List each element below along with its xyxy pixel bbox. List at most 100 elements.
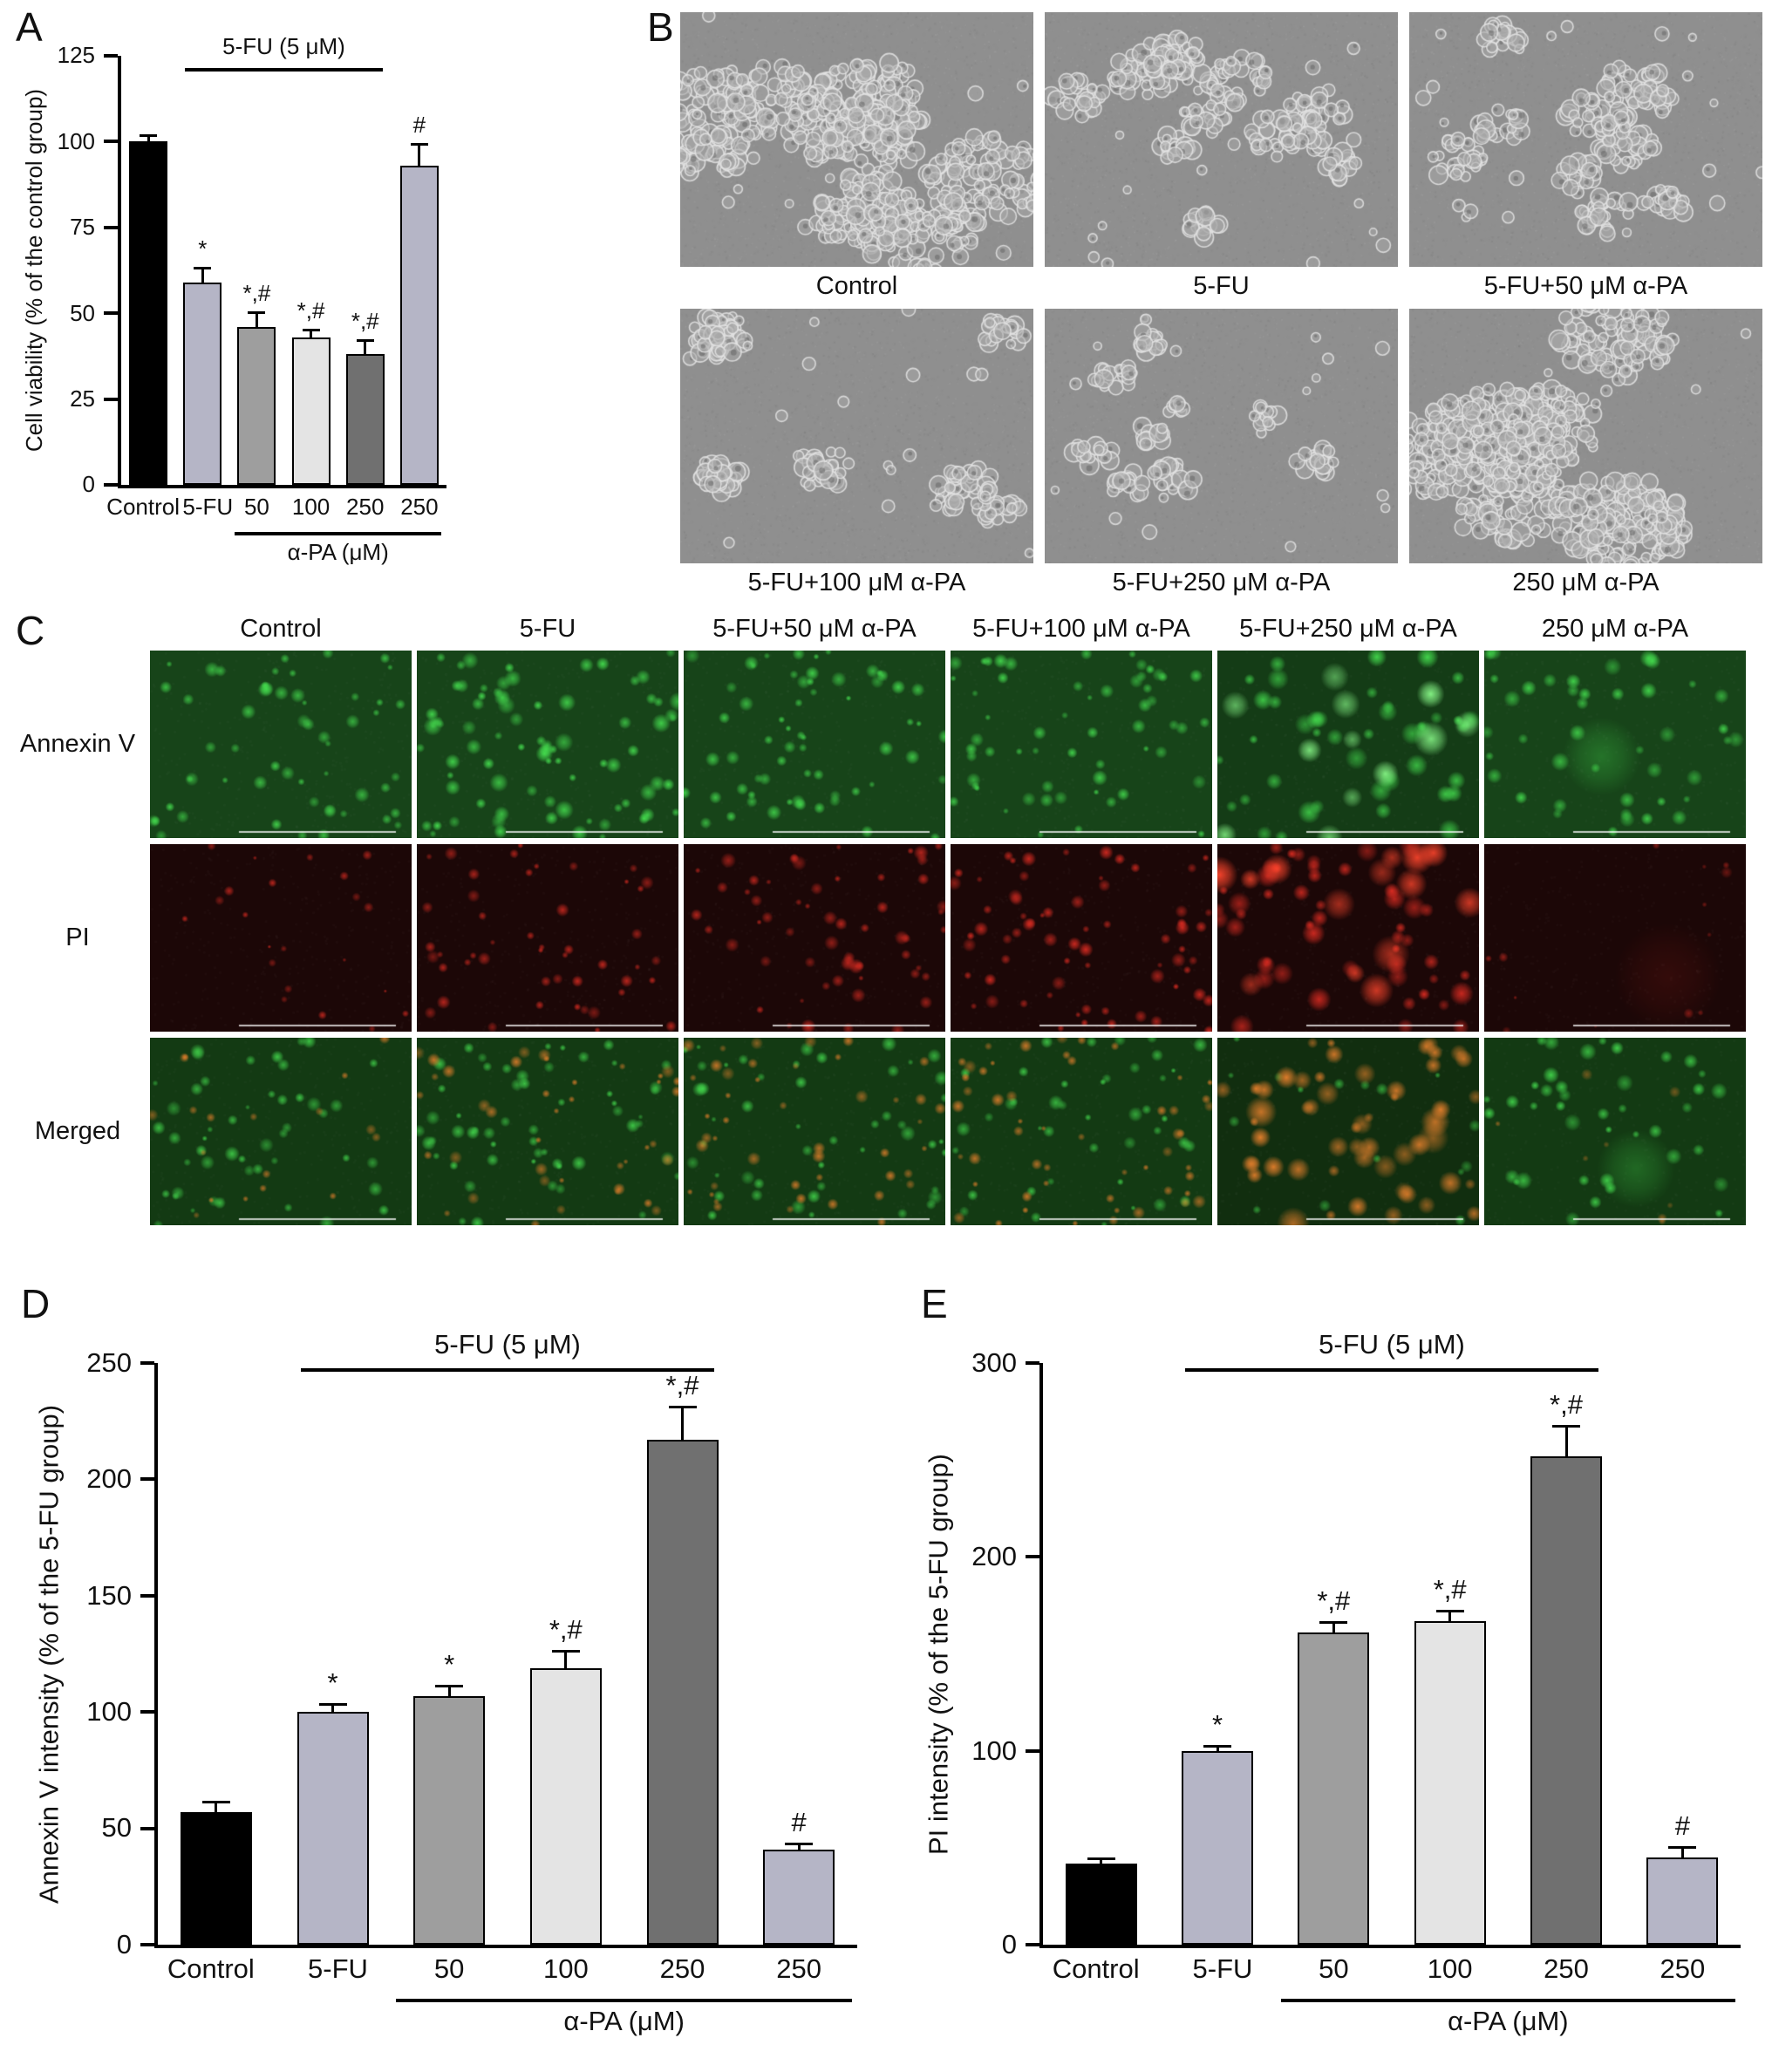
column-label: 5-FU+100 μM α-PA [972, 615, 1190, 643]
bar [763, 1849, 835, 1945]
error-bar [418, 145, 421, 166]
y-axis-tick [140, 1710, 154, 1714]
error-bar-cap [356, 338, 374, 342]
y-axis-tick [104, 397, 118, 401]
column-label: 5-FU+250 μM α-PA [1239, 615, 1457, 643]
treatment-bracket-line [300, 1368, 715, 1372]
phase-contrast-image [1409, 12, 1762, 267]
error-bar [201, 269, 204, 283]
category-label: 250 [659, 1953, 705, 1984]
panel-e-letter: E [921, 1281, 948, 1326]
fluorescence-image [1217, 843, 1479, 1032]
dose-group-label: α-PA (μM) [287, 539, 389, 565]
y-tick-label: 0 [1001, 1928, 1017, 1960]
error-bar [1564, 1427, 1568, 1456]
bar [291, 337, 331, 485]
image-label: Control [815, 272, 898, 300]
significance-marker: * [1211, 1709, 1223, 1741]
error-bar-cap [194, 267, 212, 270]
error-bar-cap [551, 1649, 580, 1653]
y-tick-label: 200 [86, 1463, 132, 1495]
bar [1646, 1857, 1719, 1945]
fluorescence-row: PI [10, 843, 1763, 1032]
error-bar [331, 1705, 334, 1713]
category-label: 250 [346, 494, 385, 520]
panel-a-letter: A [16, 4, 43, 50]
y-tick-label: 75 [70, 214, 95, 241]
panel-b-letter: B [647, 4, 674, 50]
y-tick-label: 50 [101, 1812, 132, 1844]
error-bar-cap [410, 143, 428, 147]
significance-marker: *,# [1550, 1389, 1583, 1421]
error-bar-cap [1087, 1857, 1115, 1861]
y-axis-tick [140, 1361, 154, 1365]
treatment-bracket-label: 5-FU (5 μM) [1319, 1329, 1465, 1360]
phase-contrast-image [1045, 309, 1398, 564]
y-tick-label: 100 [57, 127, 95, 154]
phase-contrast-figure: Control [680, 12, 1033, 302]
y-axis-label: Annexin V intensity (% of the 5-FU group… [33, 1404, 65, 1904]
y-axis-tick [104, 483, 118, 487]
bar [296, 1712, 369, 1945]
significance-marker: *,# [549, 1613, 583, 1645]
y-axis-tick [104, 311, 118, 316]
bar [1414, 1620, 1486, 1945]
column-label: 5-FU+50 μM α-PA [712, 615, 917, 643]
error-bar [1680, 1847, 1684, 1857]
category-label: 250 [1660, 1953, 1706, 1984]
error-bar [1332, 1622, 1335, 1633]
annexin-v-intensity-chart: 0 50 100 150 200 250 Control * 5-FU * 50 *,# 100 *,# 2… [19, 1280, 878, 2067]
error-bar-cap [1552, 1425, 1580, 1428]
fluorescence-image [1484, 1037, 1746, 1225]
bar [237, 326, 276, 485]
category-label: Control [106, 494, 180, 520]
fluorescence-image [684, 1037, 945, 1225]
fluorescence-image [150, 843, 412, 1032]
image-label: 5-FU+50 μM α-PA [1483, 272, 1688, 300]
y-tick-label: 0 [116, 1928, 132, 1960]
fluorescence-image [684, 650, 945, 838]
bar [413, 1695, 486, 1945]
y-axis-label: PI intensity (% of the 5-FU group) [923, 1453, 954, 1855]
phase-contrast-grid: Control 5-FU 5-FU+50 μM α-PA 5-FU+100 μM α-… [680, 12, 1765, 599]
image-label: 250 μM α-PA [1512, 569, 1660, 597]
error-bar [447, 1686, 451, 1696]
image-label: 5-FU+250 μM α-PA [1112, 569, 1331, 597]
fluorescence-image [417, 843, 678, 1032]
fluorescence-image [417, 1037, 678, 1225]
bar [1182, 1750, 1253, 1945]
error-bar-cap [1319, 1620, 1348, 1624]
phase-contrast-panel: Control 5-FU 5-FU+50 μM α-PA 5-FU+100 μM α-… [680, 12, 1765, 599]
significance-marker: * [327, 1667, 338, 1699]
category-label: 50 [243, 494, 269, 520]
fluorescence-image [1217, 650, 1479, 838]
fluorescence-image [150, 1037, 412, 1225]
y-axis-tick [1026, 1943, 1039, 1946]
error-bar-cap [1668, 1845, 1697, 1849]
bar [1530, 1455, 1602, 1945]
fluorescence-image [951, 843, 1212, 1032]
significance-marker: *,# [665, 1369, 699, 1401]
image-label: 5-FU+100 μM α-PA [747, 569, 966, 597]
phase-contrast-image [680, 309, 1033, 564]
y-axis-tick [1026, 1555, 1039, 1559]
fluorescence-header-row: Control 5-FU 5-FU+50 μM α-PA 5-FU+100 μM α-… [150, 614, 1763, 644]
column-label: 5-FU [519, 615, 576, 643]
fluorescence-panel: Control 5-FU 5-FU+50 μM α-PA 5-FU+100 μM α-… [10, 614, 1763, 1225]
dose-group-line [1280, 1999, 1735, 2002]
phase-contrast-image [680, 12, 1033, 267]
y-axis-tick [140, 1593, 154, 1598]
phase-contrast-figure: 5-FU+100 μM α-PA [680, 309, 1033, 598]
y-axis-tick [104, 54, 118, 58]
phase-contrast-image [1409, 309, 1762, 564]
phase-contrast-figure: 5-FU [1045, 12, 1398, 302]
fluorescence-image [1217, 1037, 1479, 1225]
error-bar-cap [302, 328, 320, 331]
significance-marker: # [1674, 1810, 1690, 1841]
fluorescence-image [1484, 650, 1746, 838]
dose-group-label: α-PA (μM) [563, 2006, 685, 2036]
image-label: 5-FU [1193, 272, 1250, 300]
y-tick-label: 200 [971, 1541, 1017, 1572]
error-bar-cap [318, 1703, 347, 1707]
